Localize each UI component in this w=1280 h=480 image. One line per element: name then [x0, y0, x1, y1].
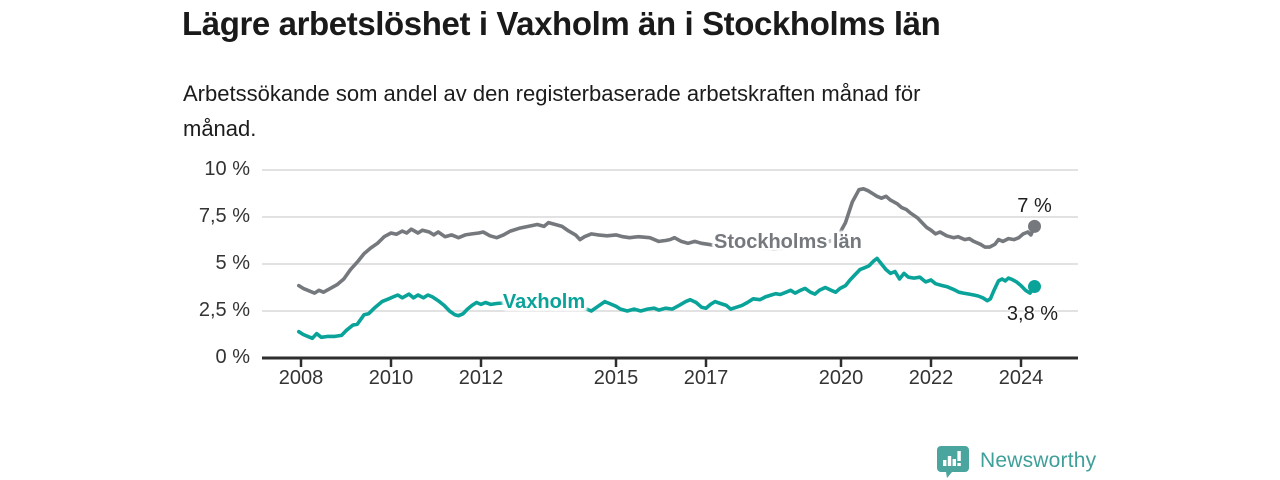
x-axis-tick-label-2022: 2022: [908, 367, 954, 389]
y-axis-tick-label: 10 %: [204, 158, 250, 180]
chart-subtitle-line1: Arbetssökande som andel av den registerb…: [183, 81, 921, 106]
y-axis-tick-label: 7,5 %: [198, 205, 250, 227]
y-axis-tick-label: 2,5 %: [198, 299, 250, 321]
chart-title: Lägre arbetslöshet i Vaxholm än i Stockh…: [182, 5, 941, 42]
series-label-stockholms-l-n: Stockholms län: [713, 231, 862, 254]
newsworthy-logo: Newsworthy: [936, 444, 1096, 478]
x-axis-tick-label-2020: 2020: [818, 367, 864, 389]
series-label-vaxholm: Vaxholm: [502, 291, 586, 314]
chart-subtitle: Arbetssökande som andel av den registerb…: [183, 76, 1043, 146]
y-axis-tick-label: 0 %: [215, 346, 250, 368]
x-axis-tick-label-2015: 2015: [593, 367, 639, 389]
series-end-dot-stockholms-l-n: [1028, 219, 1041, 233]
x-axis-tick-label-2008: 2008: [278, 367, 324, 389]
x-axis-tick-label-2024: 2024: [998, 367, 1044, 389]
x-axis-tick-label-2017: 2017: [683, 367, 729, 389]
x-axis-tick-label-2012: 2012: [458, 367, 504, 389]
newsworthy-chart-bubble-icon: [937, 446, 969, 478]
end-value-label-stockholms-l-n: 7 %: [1017, 195, 1052, 218]
chart-subtitle-line2: månad.: [183, 116, 257, 141]
series-line-stockholms-l-n: [296, 187, 1037, 295]
newsworthy-logo-text: Newsworthy: [980, 449, 1097, 472]
series-end-dot-vaxholm: [1028, 280, 1041, 294]
x-axis-tick-label-2010: 2010: [368, 367, 414, 389]
y-axis-tick-label: 5 %: [215, 252, 250, 274]
end-value-label-vaxholm: 3,8 %: [1006, 302, 1059, 325]
series-line-vaxholm: [296, 256, 1037, 341]
